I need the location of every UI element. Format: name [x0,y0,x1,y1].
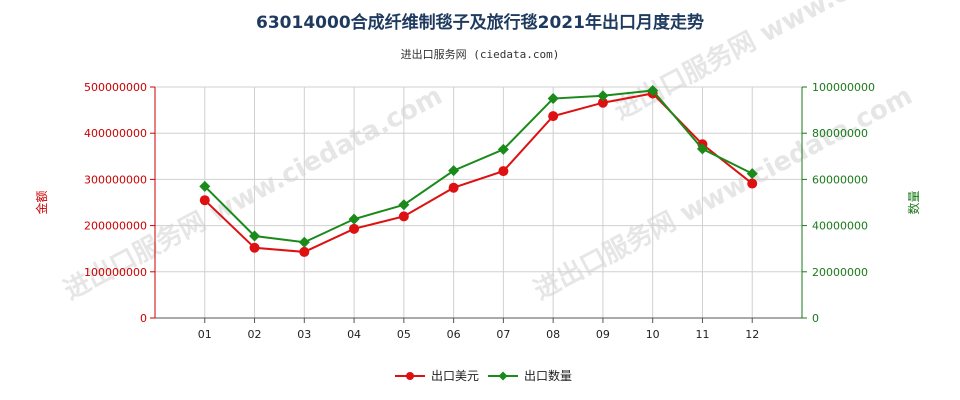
series-1-point [548,111,559,122]
right-y-tick-label: 20000000 [812,266,868,279]
series-1-point [199,195,210,206]
left-axis-title: 金额 [34,190,49,214]
series-1-point [398,211,409,222]
x-tick-label: 09 [596,328,610,341]
series-2-point [647,84,659,96]
left-y-tick-label: 300000000 [84,173,147,186]
left-y-tick-label: 200000000 [84,220,147,233]
left-y-tick-label: 500000000 [84,81,147,94]
series-2-point [696,143,708,155]
x-tick-label: 12 [745,328,759,341]
x-tick-label: 08 [546,328,560,341]
right-y-tick-label: 80000000 [812,127,868,140]
x-tick-label: 03 [297,328,311,341]
x-tick-label: 06 [447,328,461,341]
chart-subtitle: 进出口服务网 (ciedata.com) [400,48,560,61]
legend-label: 出口美元 [431,369,479,383]
series-2-point [448,165,460,177]
right-y-tick-label: 40000000 [812,220,868,233]
series-1-point [747,178,758,189]
x-tick-label: 11 [695,328,709,341]
legend-swatch-marker [406,372,414,380]
x-tick-label: 05 [397,328,411,341]
series-1-point [249,242,260,253]
series-1-point [597,97,608,108]
series-line-2 [204,89,753,244]
right-y-tick-label: 100000000 [812,81,875,94]
x-tick-label: 02 [248,328,262,341]
x-tick-label: 01 [198,328,212,341]
series-1-point [299,246,310,257]
chart-title: 63014000合成纤维制毯子及旅行毯2021年出口月度走势 [256,13,704,33]
series-2-point [746,168,758,180]
left-y-tick-label: 100000000 [84,266,147,279]
series-2-point [298,236,310,248]
series-2-point [597,90,609,102]
x-tick-label: 04 [347,328,361,341]
series-2-point [497,143,509,155]
series-1-point [498,166,509,177]
series-1-point [349,223,360,234]
x-tick-label: 10 [646,328,660,341]
right-y-tick-label: 0 [812,312,819,325]
series-1-point [448,182,459,193]
right-y-tick-label: 60000000 [812,173,868,186]
series-2-point [199,180,211,192]
right-axis-title: 数量 [906,190,921,214]
x-tick-label: 07 [496,328,510,341]
series-2-point [348,213,360,225]
series-2-point [398,199,410,211]
legend-swatch-marker [498,371,508,381]
series-2-point [249,230,261,242]
series-2-point [547,93,559,105]
series-line-1 [204,92,753,253]
legend-label: 出口数量 [524,368,572,383]
left-y-tick-label: 0 [140,312,147,325]
left-y-tick-label: 400000000 [84,127,147,140]
